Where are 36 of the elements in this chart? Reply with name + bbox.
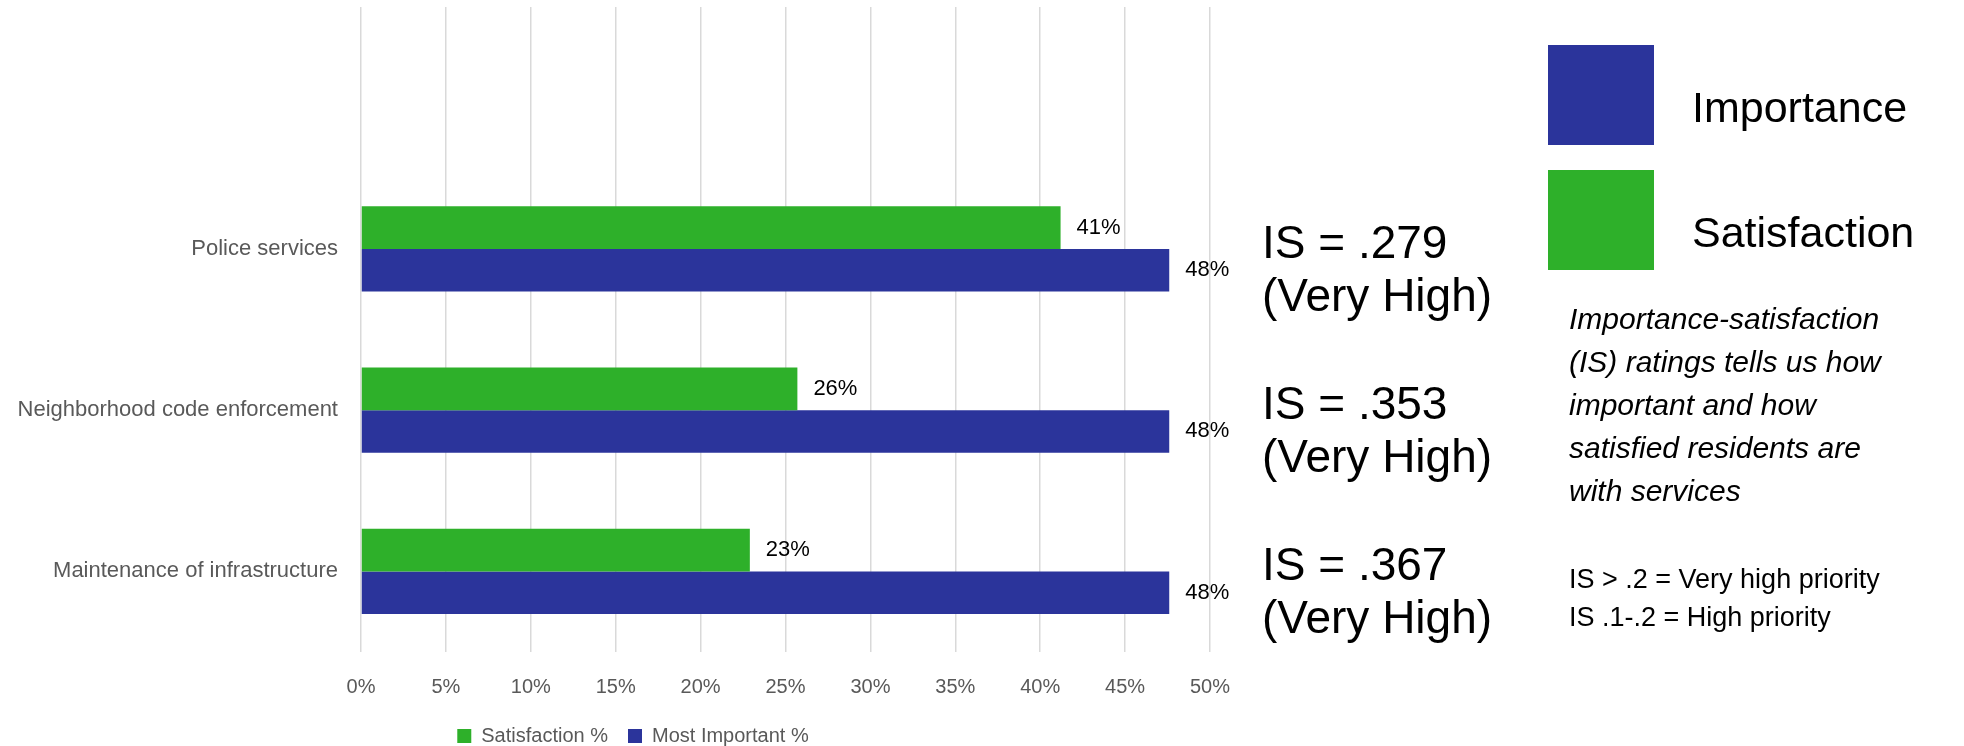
x-tick-label: 25%	[765, 674, 806, 697]
x-tick-label: 40%	[1020, 674, 1061, 697]
bar	[361, 248, 1170, 292]
text: IS = .367 (Very High)	[1262, 538, 1493, 645]
bar	[361, 206, 1061, 249]
x-tick-label: 5%	[431, 674, 461, 697]
bar	[361, 571, 1170, 614]
text: Importance-satisfaction (IS) ratings tells us how important and how satisfied residents are with services	[1569, 301, 1883, 509]
bar	[361, 528, 750, 572]
legend-label: Most Important %	[652, 723, 809, 746]
x-tick-label: 10%	[510, 674, 552, 697]
text: IS = .279 (Very High)	[1262, 215, 1493, 322]
text: IS = .353 (Very High)	[1262, 377, 1493, 484]
text: Satisfaction	[1692, 207, 1915, 256]
x-tick-label: 20%	[680, 674, 721, 697]
x-tick-label: 30%	[850, 674, 891, 697]
bar	[361, 367, 798, 411]
data-label: 48%	[1185, 578, 1230, 604]
text: Importance	[1692, 82, 1908, 131]
x-tick-label: 35%	[935, 674, 976, 697]
data-label: 48%	[1185, 256, 1230, 282]
y-tick-label: Maintenance of infrastructure	[53, 557, 338, 583]
y-tick-label: Police services	[191, 234, 338, 260]
bar	[361, 410, 1170, 453]
x-tick-label: 45%	[1105, 674, 1146, 697]
text: IS > .2 = Very high priority	[1569, 563, 1881, 596]
text: IS .1-.2 = High priority	[1569, 601, 1832, 634]
x-tick-label: 15%	[595, 674, 636, 697]
x-tick-label: 50%	[1189, 674, 1231, 697]
data-label: 41%	[1076, 213, 1121, 239]
legend-label: Satisfaction %	[481, 723, 609, 746]
data-label: 48%	[1185, 417, 1230, 443]
y-tick-label: Neighborhood code enforcement	[17, 396, 338, 422]
data-label: 23%	[765, 536, 810, 562]
data-label: 26%	[813, 374, 858, 400]
x-tick-label: 0%	[346, 674, 376, 697]
